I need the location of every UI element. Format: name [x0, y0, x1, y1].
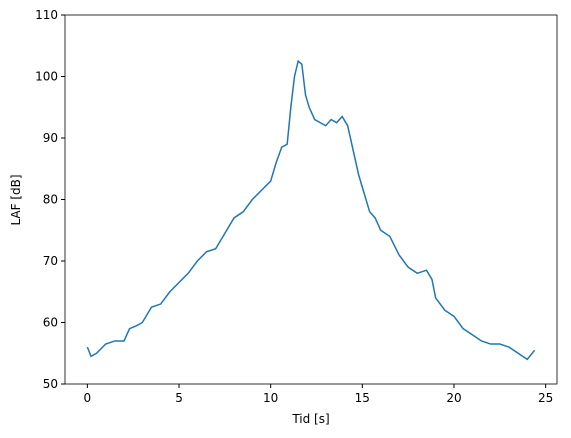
x-tick-label: 15: [355, 391, 370, 405]
x-tick-label: 0: [84, 391, 92, 405]
x-axis-label: Tid [s]: [291, 412, 329, 426]
x-tick-label: 20: [446, 391, 461, 405]
y-tick-label: 70: [43, 254, 58, 268]
y-tick-label: 90: [43, 131, 58, 145]
y-tick-label: 60: [43, 316, 58, 330]
x-tick-label: 5: [175, 391, 183, 405]
y-tick-label: 100: [35, 70, 58, 84]
y-tick-label: 110: [35, 8, 58, 22]
y-axis-label: LAF [dB]: [9, 174, 23, 225]
x-tick-label: 25: [538, 391, 553, 405]
plot-frame: [64, 14, 558, 385]
y-tick-label: 80: [43, 193, 58, 207]
data-line: [86, 59, 536, 361]
x-tick-label: 10: [263, 391, 278, 405]
y-tick-label: 50: [43, 377, 58, 391]
